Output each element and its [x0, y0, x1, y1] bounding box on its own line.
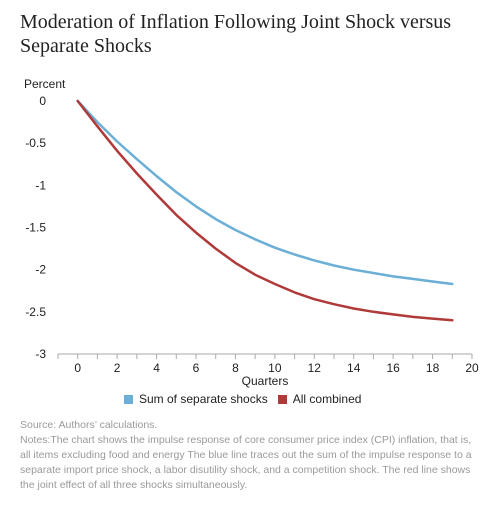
x-tick-label: 8 [232, 361, 239, 375]
y-tick-label: -1.5 [25, 221, 46, 235]
source-text: Source: Authors’ calculations. [20, 419, 158, 431]
x-tick-label: 4 [153, 361, 160, 375]
x-tick-label: 10 [268, 361, 282, 375]
notes-text: Notes:The chart shows the impulse respon… [20, 434, 472, 491]
chart-legend: Sum of separate shocks All combined [124, 392, 371, 406]
x-tick-label: 0 [74, 361, 81, 375]
y-tick-label: -1 [35, 178, 46, 192]
series-line-all-combined [76, 99, 454, 322]
chart-notes: Source: Authors’ calculations. Notes:The… [20, 418, 475, 493]
y-axis-label: Percent [24, 77, 66, 91]
x-tick-label: 20 [465, 361, 479, 375]
legend-swatch-blue [124, 394, 133, 404]
legend-item-sum-of-separate-shocks: Sum of separate shocks [124, 392, 268, 406]
y-tick-label: -0.5 [25, 136, 46, 150]
x-tick-label: 16 [386, 361, 400, 375]
x-tick-label: 18 [426, 361, 440, 375]
x-tick-label: 12 [308, 361, 322, 375]
x-tick-label: 2 [114, 361, 121, 375]
x-axis-label: Quarters [242, 374, 289, 388]
legend-label-all-combined: All combined [292, 392, 362, 406]
legend-label-sum-of-separate-shocks: Sum of separate shocks [139, 392, 268, 406]
legend-item-all-combined: All combined [277, 392, 362, 406]
y-tick-label: -3 [35, 347, 46, 361]
y-tick-label: 0 [39, 94, 46, 108]
series-line-sum-of-separate-shocks [76, 99, 454, 286]
y-tick-label: -2.5 [25, 305, 46, 319]
y-tick-label: -2 [35, 263, 46, 277]
chart-canvas: Percent 0 -0.5 -1 -1.5 -2 -2.5 -3 0 2 4 6 8 10 12 14 1… [24, 77, 479, 388]
x-tick-label: 6 [193, 361, 200, 375]
legend-swatch-red [277, 394, 287, 404]
chart-title: Moderation of Inflation Following Joint … [20, 11, 452, 57]
x-tick-label: 14 [347, 361, 361, 375]
